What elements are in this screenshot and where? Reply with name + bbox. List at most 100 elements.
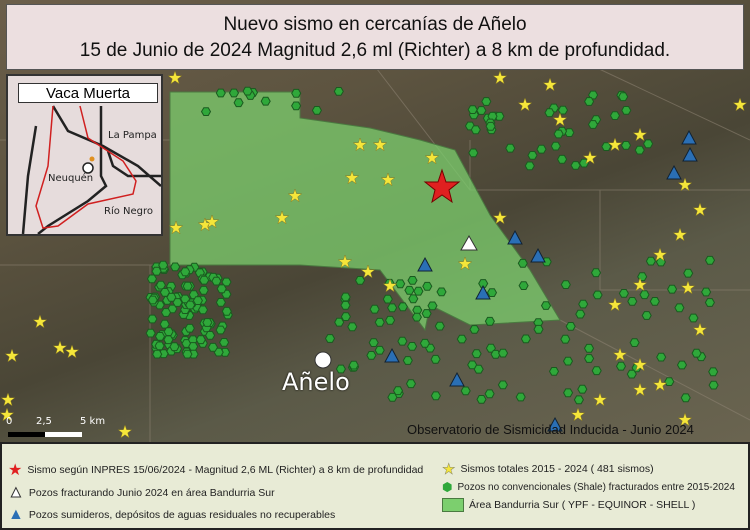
- shale-well-marker: [609, 111, 621, 120]
- quake-star-marker: [0, 392, 16, 407]
- quake-star-marker: [632, 127, 648, 142]
- shale-well-marker: [575, 309, 586, 319]
- shale-well-marker: [557, 105, 569, 115]
- shale-well-marker: [587, 120, 599, 129]
- sink-well-marker: [547, 416, 563, 432]
- shale-well-marker: [170, 262, 181, 272]
- shale-well-marker: [664, 377, 675, 386]
- shale-well-marker: [637, 272, 648, 282]
- quake-star-marker: [592, 392, 608, 407]
- legend-total-quakes: ★ Sismos totales 2015 - 2024 ( 481 sismos…: [442, 460, 654, 479]
- quake-star-marker: [607, 137, 623, 152]
- sink-well-marker: [666, 164, 682, 180]
- quake-star-marker: [344, 170, 360, 185]
- quake-star-marker: [632, 277, 648, 292]
- bandurria-sur-area: [169, 91, 561, 332]
- shale-well-marker: [473, 364, 484, 374]
- shale-well-marker: [563, 388, 574, 398]
- shale-well-marker: [199, 275, 210, 285]
- label-neuquen: Neuquén: [48, 173, 94, 184]
- shale-well-marker: [154, 332, 166, 341]
- shale-well-marker: [347, 322, 358, 332]
- shale-well-marker: [656, 352, 667, 362]
- legend-shale-wells-label: Pozos no convencionales (Shale) fractura…: [457, 481, 735, 493]
- quake-star-marker: [607, 297, 623, 312]
- title-line2: 15 de Junio de 2024 Magnitud 2,6 ml (Ric…: [79, 40, 671, 61]
- shale-well-marker: [407, 342, 418, 351]
- quake-star-marker: [457, 256, 473, 271]
- quake-star-marker: [204, 214, 220, 229]
- shale-well-marker: [688, 313, 699, 323]
- shale-well-marker: [430, 391, 441, 401]
- quake-star-marker: [274, 210, 290, 225]
- shale-well-marker: [197, 305, 209, 315]
- yellow-star-icon: ★: [442, 461, 456, 479]
- shale-well-marker: [355, 276, 366, 285]
- shale-well-marker: [704, 255, 716, 265]
- shale-well-marker: [515, 392, 526, 402]
- shale-well-marker: [436, 287, 447, 297]
- shale-well-marker: [570, 161, 581, 170]
- shale-well-marker: [645, 256, 656, 266]
- shale-well-marker: [676, 360, 688, 370]
- shale-well-marker: [211, 276, 222, 286]
- shale-well-marker: [184, 323, 195, 333]
- shale-well-marker: [460, 386, 471, 396]
- shale-well-marker: [221, 277, 232, 287]
- shale-well-marker: [577, 384, 588, 394]
- shale-well-marker: [155, 280, 166, 290]
- shale-well-marker: [145, 328, 156, 338]
- shale-well-marker: [260, 96, 271, 106]
- shale-well-marker: [520, 334, 531, 344]
- shale-well-marker: [198, 285, 209, 295]
- label-rio-negro: Río Negro: [104, 206, 154, 217]
- quake-star-marker: [632, 357, 648, 372]
- shale-well-marker: [242, 86, 253, 96]
- shale-well-marker: [151, 266, 162, 276]
- shale-well-marker: [487, 111, 498, 121]
- shale-well-marker: [207, 342, 219, 352]
- shale-well-marker: [505, 143, 516, 153]
- shale-well-marker: [404, 285, 415, 295]
- shale-well-marker: [311, 106, 322, 115]
- sink-well-marker: [417, 256, 433, 272]
- white-triangle-icon: ▲: [8, 484, 25, 502]
- town-label: Añelo: [282, 368, 350, 396]
- shale-well-marker: [160, 308, 172, 317]
- shale-well-marker: [518, 281, 529, 290]
- sink-well-marker: [681, 129, 697, 145]
- legend-fracturing: ▲ Pozos fracturando Junio 2024 en área Ba…: [8, 484, 275, 502]
- shale-well-marker: [216, 284, 227, 294]
- shale-well-marker: [368, 338, 379, 347]
- quake-star-marker: [552, 112, 568, 127]
- shale-well-marker: [497, 380, 508, 390]
- shale-well-marker: [553, 129, 564, 139]
- legend-area: Área Bandurria Sur ( YPF - EQUINOR - SHE…: [442, 498, 695, 512]
- shale-well-marker: [374, 345, 385, 355]
- quake-star-marker: [52, 340, 68, 355]
- shale-well-marker: [584, 354, 595, 363]
- quake-star-marker: [652, 377, 668, 392]
- shale-well-marker: [340, 300, 351, 310]
- shale-well-marker: [172, 298, 183, 307]
- green-area-swatch: [442, 498, 464, 512]
- shale-well-marker: [397, 336, 408, 346]
- sink-well-marker: [475, 284, 491, 300]
- shale-well-marker: [667, 284, 678, 294]
- shale-well-marker: [562, 356, 574, 366]
- shale-well-marker: [402, 356, 413, 365]
- shale-well-marker: [484, 389, 495, 399]
- shale-well-marker: [456, 334, 467, 344]
- shale-well-marker: [169, 342, 180, 352]
- inset-borders: [21, 105, 161, 234]
- shale-well-marker: [540, 301, 552, 310]
- quake-star-marker: [64, 344, 80, 359]
- shale-well-marker: [591, 366, 602, 376]
- legend-total-quakes-label: Sismos totales 2015 - 2024 ( 481 sismos): [460, 463, 654, 475]
- quake-star-marker: [372, 137, 388, 152]
- shale-well-marker: [470, 125, 481, 135]
- shale-well-marker: [163, 327, 174, 336]
- shale-well-marker: [626, 369, 637, 379]
- shale-well-marker: [490, 349, 501, 359]
- red-star-icon: ★: [8, 462, 23, 479]
